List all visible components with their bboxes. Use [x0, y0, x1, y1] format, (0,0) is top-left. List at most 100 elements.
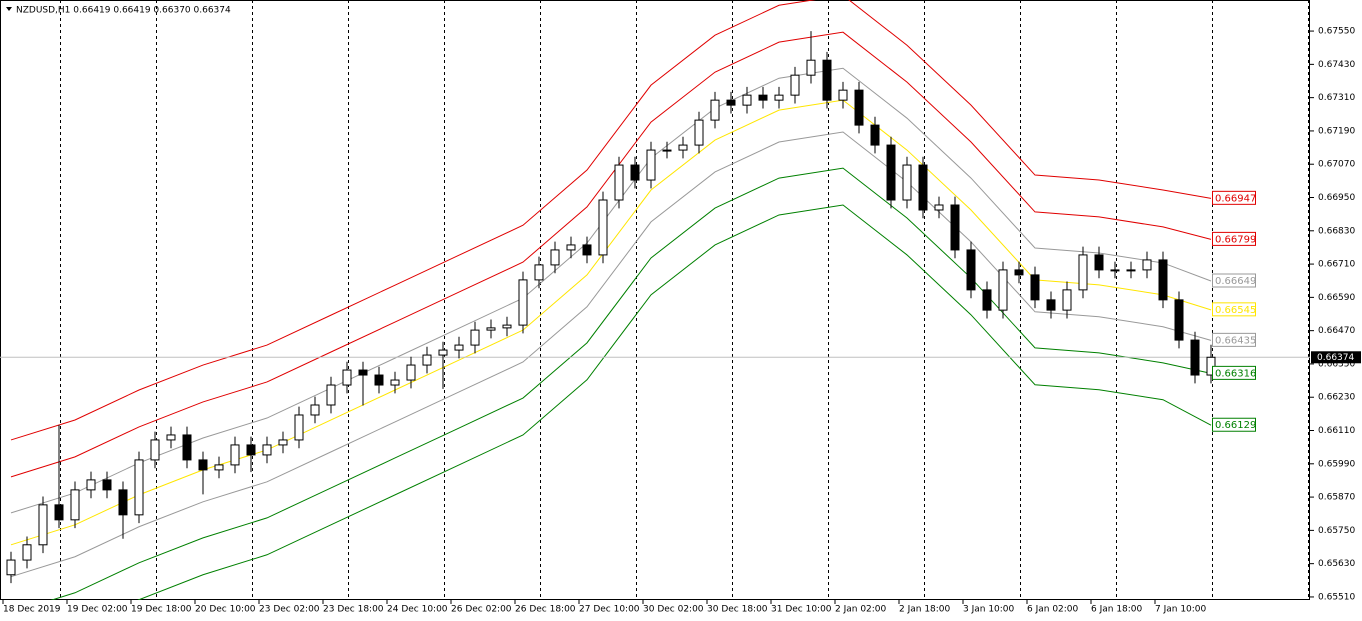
candle-body: [278, 439, 288, 446]
candle-body: [230, 444, 240, 466]
y-tick-label: 0.67310: [1318, 93, 1355, 103]
candle-body: [838, 89, 848, 101]
candle-body: [758, 94, 768, 101]
candle-body: [1062, 289, 1072, 311]
candle-body: [374, 374, 384, 386]
band-line: [137, 204, 1212, 600]
x-tick-label: 27 Dec 10:00: [579, 605, 640, 615]
candle-body: [102, 479, 112, 491]
x-tick-label: 7 Jan 10:00: [1155, 605, 1207, 615]
candle-body: [982, 289, 992, 311]
chart-title: NZDUSD,H1 0.66419 0.66419 0.66370 0.6637…: [16, 6, 231, 16]
band-value-label: 0.66649: [1215, 276, 1256, 287]
x-tick-label: 31 Dec 10:00: [771, 605, 832, 615]
candle-body: [598, 199, 608, 256]
candle-body: [518, 279, 528, 326]
candle-body: [1142, 259, 1152, 271]
candle-body: [902, 164, 912, 201]
candle-body: [86, 479, 96, 491]
y-tick-label: 0.67070: [1318, 160, 1355, 170]
candle-body: [870, 124, 880, 146]
band-value-label: 0.66799: [1215, 234, 1256, 245]
candle-body: [918, 164, 928, 211]
candle-body: [806, 59, 816, 76]
candle-body: [70, 489, 80, 521]
x-tick-label: 24 Dec 10:00: [387, 605, 448, 615]
candle-body: [998, 269, 1008, 311]
candle-body: [310, 404, 320, 416]
candle-body: [934, 204, 944, 211]
candle-body: [614, 164, 624, 201]
y-tick-label: 0.67190: [1318, 126, 1355, 136]
band-line: [10, 99, 1212, 546]
candle-body: [1046, 299, 1056, 311]
candle-body: [486, 327, 496, 331]
band-value-box: [1212, 273, 1256, 288]
candle-body: [966, 249, 976, 291]
y-tick-label: 0.66350: [1318, 359, 1355, 369]
candle-body: [438, 349, 448, 356]
candle-body: [118, 489, 128, 516]
band-value-label: 0.66947: [1215, 193, 1256, 204]
y-tick-label: 0.65750: [1318, 526, 1355, 536]
candle-body: [1078, 254, 1088, 291]
band-line: [10, 0, 1212, 441]
y-tick-label: 0.66830: [1318, 226, 1355, 236]
y-tick-label: 0.66710: [1318, 260, 1355, 270]
current-price-label: 0.66374: [1317, 353, 1354, 363]
candle-body: [742, 94, 752, 106]
candle-body: [1094, 254, 1104, 271]
candle-body: [886, 144, 896, 201]
candle-body: [182, 434, 192, 461]
band-value-box: [1212, 302, 1256, 317]
x-tick-label: 2 Jan 18:00: [899, 605, 951, 615]
x-tick-label: 18 Dec 2019: [3, 605, 61, 615]
candle-body: [630, 164, 640, 181]
candle-body: [198, 459, 208, 471]
candle-body: [166, 434, 176, 441]
candle-body: [582, 244, 592, 256]
candle-body: [950, 204, 960, 251]
candle-body: [678, 144, 688, 151]
band-line: [10, 131, 1212, 578]
x-tick-label: 20 Dec 10:00: [195, 605, 256, 615]
candle-body: [294, 414, 304, 441]
candle-body: [502, 324, 512, 329]
x-tick-label: 3 Jan 10:00: [963, 605, 1015, 615]
y-tick-label: 0.65870: [1318, 493, 1355, 503]
y-tick-label: 0.67550: [1318, 27, 1355, 37]
candle-body: [550, 249, 560, 266]
candle-body: [406, 364, 416, 381]
candle-body: [246, 444, 256, 456]
y-tick-label: 0.66110: [1318, 426, 1355, 436]
candle-body: [1126, 269, 1136, 272]
candle-body: [22, 544, 32, 561]
candle-body: [694, 119, 704, 146]
candle-body: [422, 354, 432, 366]
candle-body: [646, 149, 656, 181]
menu-arrow: [6, 7, 12, 11]
candle-body: [534, 264, 544, 281]
band-value-box: [1212, 417, 1256, 432]
x-tick-label: 30 Dec 18:00: [707, 605, 768, 615]
x-tick-label: 19 Dec 02:00: [67, 605, 128, 615]
x-tick-label: 23 Dec 02:00: [259, 605, 320, 615]
plot-frame: [0, 0, 1310, 600]
band-value-box: [1212, 231, 1256, 246]
band-value-label: 0.66545: [1215, 305, 1256, 316]
candle-body: [726, 99, 736, 106]
x-tick-label: 26 Dec 18:00: [515, 605, 576, 615]
candle-body: [774, 94, 784, 101]
candle-body: [454, 344, 464, 351]
candle-body: [214, 464, 224, 471]
candle-body: [470, 329, 480, 346]
x-tick-label: 23 Dec 18:00: [323, 605, 384, 615]
candle-body: [822, 59, 832, 101]
band-value-label: 0.66435: [1215, 335, 1256, 346]
y-tick-label: 0.65630: [1318, 559, 1355, 569]
y-tick-label: 0.66590: [1318, 293, 1355, 303]
candle-body: [342, 369, 352, 386]
candle-body: [150, 439, 160, 461]
band-value-label: 0.66129: [1215, 420, 1256, 431]
